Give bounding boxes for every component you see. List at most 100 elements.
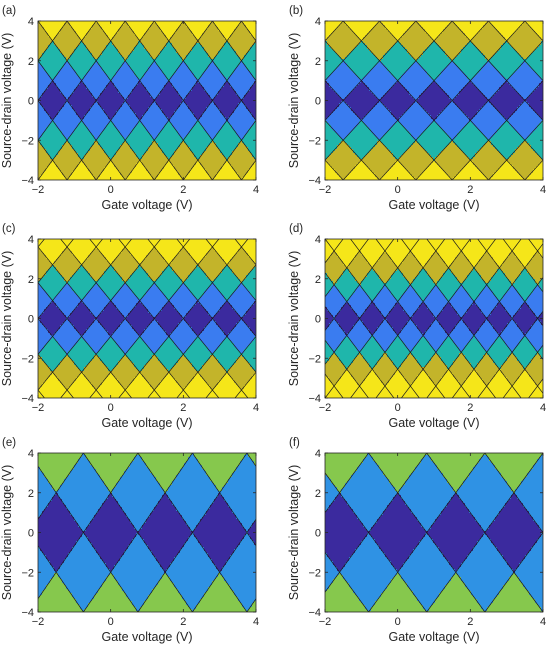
heatmap-cell [224, 331, 231, 334]
heatmap-cell [325, 343, 328, 346]
heatmap-cell [58, 71, 77, 74]
heatmap-cell [483, 105, 494, 108]
heatmap-cell [84, 77, 109, 80]
heatmap-cell [421, 371, 426, 374]
heatmap-cell [148, 289, 161, 292]
heatmap-cell [381, 381, 390, 384]
heatmap-cell [156, 477, 177, 480]
heatmap-cell [459, 93, 484, 96]
heatmap-cell [387, 67, 410, 70]
heatmap-cell [353, 71, 370, 74]
heatmap-cell [409, 107, 424, 110]
heatmap-cell [435, 251, 438, 254]
heatmap-cell [104, 481, 119, 484]
heatmap-cell [38, 487, 53, 490]
heatmap-cell [190, 51, 207, 54]
heatmap-cell [46, 111, 59, 114]
heatmap-cell [373, 299, 398, 302]
heatmap-cell [240, 247, 243, 250]
heatmap-cell [82, 39, 111, 42]
heatmap-cell [170, 37, 197, 40]
heatmap-cell [503, 123, 510, 126]
heatmap-cell [511, 285, 514, 288]
heatmap-cell [216, 323, 237, 326]
heatmap-cell [58, 33, 77, 36]
heatmap-cell [120, 171, 133, 174]
heatmap-cell [353, 309, 366, 312]
heatmap-cell [541, 381, 543, 384]
heatmap-cell [210, 507, 231, 510]
heatmap-cell [377, 295, 394, 298]
heatmap-cell [373, 269, 398, 272]
heatmap-cell [539, 45, 543, 48]
heatmap-cell [419, 135, 450, 138]
heatmap-cell [192, 257, 205, 260]
heatmap-cell [162, 149, 177, 152]
heatmap-cell [475, 115, 504, 118]
heatmap-cell [148, 361, 161, 364]
heatmap-cell [521, 95, 530, 98]
heatmap-cell [483, 27, 496, 30]
heatmap-cell [439, 35, 466, 38]
heatmap-cell [76, 293, 87, 296]
heatmap-cell [421, 299, 426, 302]
heatmap-cell [208, 251, 217, 254]
heatmap-cell [54, 333, 81, 336]
heatmap-cell [38, 295, 49, 298]
heatmap-cell [497, 51, 518, 54]
heatmap-cell [124, 387, 127, 390]
heatmap-cell [357, 313, 364, 316]
heatmap-cell [367, 273, 378, 276]
heatmap-cell [214, 499, 225, 502]
heatmap-cell [457, 277, 468, 280]
heatmap-cell [385, 145, 412, 148]
heatmap-cell [489, 59, 543, 62]
heatmap-cell [64, 249, 71, 252]
heatmap-cell [325, 151, 334, 154]
heatmap-cell [56, 35, 79, 38]
heatmap-cell [172, 163, 197, 166]
heatmap-cell [405, 311, 416, 314]
heatmap-cell [118, 501, 159, 504]
heatmap-cell [497, 149, 516, 152]
heatmap-cell [238, 385, 245, 388]
heatmap-cell [505, 375, 520, 378]
heatmap-cell [130, 275, 149, 278]
heatmap-cell [130, 147, 149, 150]
heatmap-cell [455, 377, 468, 380]
heatmap-cell [523, 23, 528, 26]
heatmap-cell [38, 473, 45, 476]
heatmap-cell [377, 375, 394, 378]
heatmap-cell [38, 131, 45, 134]
heatmap-cell [78, 259, 87, 262]
heatmap-cell [108, 123, 115, 126]
heatmap-cell [94, 285, 99, 288]
diamond-edge-line [60, 239, 191, 398]
diamond-edge-line [38, 317, 103, 398]
heatmap-cell [150, 385, 159, 388]
heatmap-cell [172, 503, 213, 506]
heatmap-cell [52, 161, 55, 164]
heatmap-cell [415, 61, 418, 64]
heatmap-cell [399, 79, 434, 82]
heatmap-cell [224, 37, 231, 40]
heatmap-cell [427, 363, 446, 366]
heatmap-cell [192, 271, 205, 274]
heatmap-cell [325, 107, 338, 110]
heatmap-cell [349, 27, 374, 30]
heatmap-cell [479, 327, 494, 330]
heatmap-cell [52, 337, 55, 340]
heatmap-cell [473, 369, 476, 372]
heatmap-cell [48, 33, 59, 36]
heatmap-cell [329, 311, 340, 314]
heatmap-cell [477, 331, 498, 334]
heatmap-cell [445, 295, 454, 298]
heatmap-cell [417, 101, 452, 104]
heatmap-cell [351, 339, 370, 342]
heatmap-cell [505, 361, 520, 364]
heatmap-cell [441, 151, 464, 154]
heatmap-cell [160, 275, 179, 278]
heatmap-cell [158, 95, 181, 98]
heatmap-cell [70, 135, 95, 138]
heatmap-cell [38, 481, 49, 484]
